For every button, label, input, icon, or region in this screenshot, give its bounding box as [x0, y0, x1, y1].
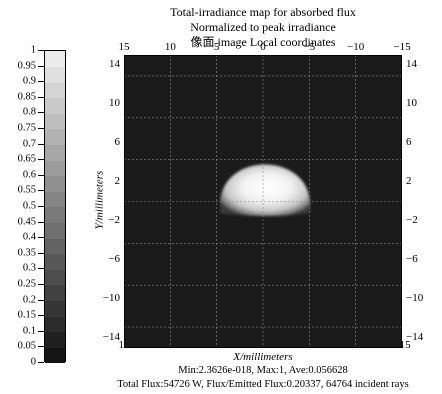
y-tick-label: −10 — [406, 292, 424, 305]
chart-subtitle: Normalized to peak irradiance — [190, 20, 336, 34]
colorbar-tick-label: 0.5 — [22, 200, 36, 212]
y-tick-label: 10 — [406, 96, 417, 109]
colorbar-tick-label: 0.3 — [22, 262, 36, 274]
colorbar-tick-mark — [38, 206, 44, 207]
y-tick-label: −10 — [102, 292, 120, 305]
irradiance-spot — [220, 164, 310, 216]
colorbar-tick-mark — [38, 330, 44, 332]
colorbar-tick-label: 0.15 — [17, 309, 36, 321]
colorbar-tick-mark — [38, 128, 44, 129]
y-tick-label: −14 — [406, 331, 424, 344]
y-tick-label: 6 — [406, 135, 412, 148]
colorbar-tick-label: 0.85 — [17, 91, 36, 103]
x-axis-label: X/millimeters — [233, 351, 293, 363]
colorbar-tick-label: 0.25 — [17, 278, 36, 290]
y-tick-label: 14 — [406, 57, 417, 70]
y-tick-label: 14 — [109, 57, 120, 70]
colorbar-tick-mark — [38, 299, 44, 301]
colorbar-segment — [45, 300, 65, 317]
colorbar-tick-label: 0.8 — [22, 106, 36, 118]
colorbar-segment — [45, 285, 65, 302]
colorbar-tick-mark — [38, 346, 44, 348]
colorbar-tick-label: 0.1 — [22, 325, 36, 337]
x-tick-label: 10 — [164, 41, 176, 53]
colorbar-segment — [45, 160, 65, 177]
colorbar-tick-mark — [38, 237, 44, 239]
chart-title: Total-irradiance map for absorbed flux — [170, 5, 356, 19]
colorbar-tick-label: 0.05 — [17, 340, 36, 352]
colorbar-segment — [45, 66, 65, 83]
colorbar-tick-label: 0 — [30, 356, 36, 368]
colorbar-segment — [45, 82, 65, 99]
colorbar-tick-label: 0.95 — [17, 60, 36, 72]
colorbar-tick-label: 0.65 — [17, 153, 36, 165]
colorbar-segment — [45, 129, 65, 146]
colorbar-tick-mark — [38, 174, 44, 176]
colorbar-tick-mark — [38, 190, 44, 192]
colorbar-tick-mark — [38, 50, 44, 51]
irradiance-map — [124, 55, 402, 348]
y-tick-label: −6 — [406, 253, 418, 266]
colorbar-tick-mark — [38, 96, 44, 98]
colorbar-segment — [45, 207, 65, 224]
plot-grid — [124, 55, 402, 348]
y-tick-label: 10 — [109, 96, 120, 109]
flux-text: Total Flux:54726 W, Flux/Emitted Flux:0.… — [117, 379, 409, 390]
colorbar-tick-mark — [38, 81, 44, 83]
x-tick-label: −5 — [303, 41, 316, 53]
colorbar-segment — [45, 175, 65, 192]
colorbar-tick-label: 0.2 — [22, 294, 36, 306]
colorbar-tick-mark — [38, 65, 44, 67]
colorbar-segment — [45, 51, 65, 68]
y-tick-label: 2 — [406, 174, 412, 187]
colorbar-segment — [45, 238, 65, 255]
colorbar — [44, 50, 66, 364]
colorbar-segment — [45, 347, 65, 364]
colorbar-tick-label: 0.9 — [22, 75, 36, 87]
y-tick-label: 2 — [114, 174, 121, 187]
colorbar-segment — [45, 253, 65, 270]
colorbar-tick-mark — [38, 284, 44, 285]
colorbar-tick-label: 1 — [30, 44, 36, 56]
colorbar-tick-mark — [38, 252, 44, 254]
x-tick-label: 15 — [118, 41, 130, 53]
x-tick-label: 5 — [213, 41, 220, 53]
colorbar-tick-mark — [38, 268, 44, 270]
colorbar-segment — [45, 113, 65, 130]
y-axis-label: Y/millimeters — [93, 170, 106, 230]
colorbar-tick-label: 0.7 — [22, 138, 36, 150]
colorbar-segment — [45, 144, 65, 161]
x-tick-label: −10 — [347, 41, 365, 53]
colorbar-segment — [45, 222, 65, 239]
y-tick-label: −2 — [406, 214, 418, 227]
colorbar-tick-label: 0.6 — [22, 169, 36, 181]
y-tick-label: −14 — [102, 331, 120, 344]
chart-coordinates-title: 像面 image Local coordinates — [190, 35, 336, 49]
colorbar-tick-mark — [38, 159, 44, 161]
stats-text: Min:2.3626e-018, Max:1, Ave:0.056628 — [178, 365, 348, 376]
colorbar-segment — [45, 269, 65, 286]
colorbar-segment — [45, 191, 65, 208]
colorbar-segment — [45, 97, 65, 114]
x-tick-label: 0 — [260, 41, 266, 53]
colorbar-tick-mark — [38, 362, 44, 363]
colorbar-tick-label: 0.55 — [17, 184, 36, 196]
colorbar-tick-mark — [38, 112, 44, 114]
colorbar-tick-label: 0.45 — [17, 216, 36, 228]
x-tick-label: −15 — [393, 339, 411, 351]
colorbar-tick-mark — [38, 315, 44, 317]
plot-frame — [124, 55, 402, 348]
colorbar-tick-label: 0.35 — [17, 247, 36, 259]
colorbar-tick-mark — [38, 143, 44, 145]
colorbar-tick-label: 0.4 — [22, 231, 36, 243]
colorbar-segment — [45, 316, 65, 333]
y-tick-label: 6 — [114, 135, 121, 148]
y-tick-label: −2 — [108, 214, 120, 227]
colorbar-tick-mark — [38, 221, 44, 223]
x-tick-label: −15 — [393, 41, 411, 53]
colorbar-tick-label: 0.75 — [17, 122, 36, 134]
colorbar-segment — [45, 331, 65, 348]
y-tick-label: −6 — [108, 253, 120, 266]
